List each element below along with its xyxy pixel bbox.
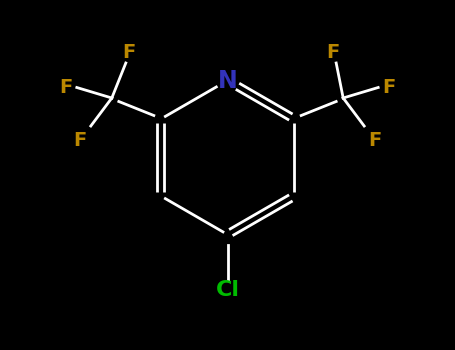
Text: F: F: [382, 78, 395, 97]
Text: F: F: [123, 43, 136, 62]
Text: Cl: Cl: [216, 280, 239, 301]
Text: N: N: [217, 69, 238, 92]
Text: F: F: [368, 131, 381, 149]
Text: F: F: [74, 131, 87, 149]
Text: F: F: [60, 78, 73, 97]
Text: F: F: [326, 43, 339, 62]
